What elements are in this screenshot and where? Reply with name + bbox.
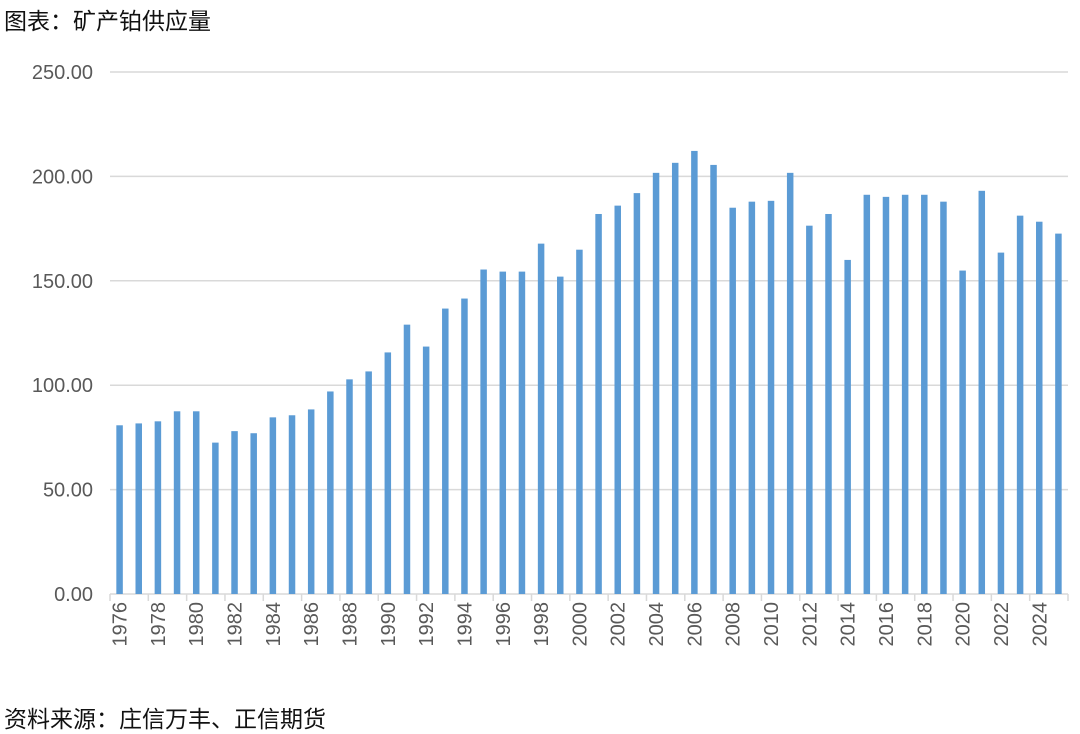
y-tick-label: 200.00 — [32, 166, 93, 188]
bar-2025 — [1055, 233, 1062, 594]
bar-2005 — [671, 162, 679, 594]
x-tick-label: 2002 — [608, 602, 630, 647]
y-tick-label: 0.00 — [54, 584, 93, 606]
bar-1982 — [231, 431, 238, 594]
bar-2016 — [882, 196, 890, 594]
bar-1995 — [480, 269, 487, 594]
bar-2006 — [691, 150, 698, 595]
bar-1985 — [288, 415, 296, 594]
x-tick-label: 1988 — [340, 602, 362, 647]
bar-1992 — [422, 346, 430, 594]
bar-1988 — [346, 379, 353, 594]
bar-2011 — [786, 172, 794, 594]
bar-2013 — [825, 213, 832, 594]
bar-1989 — [365, 371, 372, 594]
bar-2009 — [748, 201, 756, 594]
bar-chart: 0.00 50.00 100.00 150.00 200.00 250.00 1976 197… — [32, 62, 1069, 647]
bar-2015 — [863, 194, 871, 594]
bar-2021 — [978, 190, 986, 595]
bar-2010 — [767, 200, 775, 595]
bar-1996 — [499, 271, 507, 594]
x-tick-label: 2008 — [723, 602, 745, 647]
x-tick-label: 1984 — [263, 602, 285, 647]
bar-1976 — [116, 425, 123, 594]
x-tick-label: 1996 — [493, 602, 515, 647]
x-tick-label: 1982 — [225, 602, 247, 647]
bar-1994 — [461, 298, 468, 594]
data-source: 资料来源：庄信万丰、正信期货 — [4, 707, 326, 733]
x-tick-label: 1990 — [378, 602, 400, 647]
bar-1993 — [442, 308, 449, 594]
x-tick-label: 1978 — [148, 602, 170, 647]
bar-1983 — [250, 433, 257, 594]
bar-2000 — [576, 249, 583, 595]
x-tick-label: 2016 — [876, 602, 898, 647]
x-tick-label: 2010 — [761, 602, 783, 647]
bar-1980 — [192, 411, 200, 594]
bar-1990 — [384, 352, 392, 594]
bar-2017 — [901, 194, 909, 594]
y-tick-label: 100.00 — [32, 375, 93, 397]
x-tick-label: 2012 — [799, 602, 821, 647]
bar-2004 — [652, 172, 660, 594]
bar-1978 — [154, 421, 162, 594]
bar-2014 — [844, 259, 851, 594]
bar-1997 — [518, 271, 526, 594]
chart-title: 图表：矿产铂供应量 — [4, 9, 211, 35]
bar-1991 — [403, 324, 411, 594]
bar-2018 — [921, 194, 928, 594]
x-tick-label: 2006 — [684, 602, 706, 647]
x-tick-label: 1998 — [531, 602, 553, 647]
bar-2023 — [1016, 215, 1024, 594]
bar-2012 — [806, 225, 813, 594]
bar-1999 — [557, 276, 564, 594]
bar-2008 — [729, 207, 736, 594]
x-tick-label: 1992 — [416, 602, 438, 647]
bar-1977 — [135, 423, 142, 594]
y-tick-label: 150.00 — [32, 271, 93, 293]
bar-2003 — [633, 193, 641, 594]
bar-1998 — [537, 243, 545, 594]
bar-2022 — [997, 252, 1005, 594]
x-tick-label: 1976 — [110, 602, 132, 647]
bar-1984 — [269, 417, 277, 594]
x-tick-label: 1986 — [301, 602, 323, 647]
bar-2024 — [1036, 221, 1043, 594]
bar-2019 — [940, 201, 947, 594]
x-tick-label: 2024 — [1029, 602, 1051, 647]
bar-2002 — [614, 205, 621, 594]
x-tick-label: 2000 — [569, 602, 591, 647]
bar-2007 — [710, 164, 717, 594]
x-tick-label: 2004 — [646, 602, 668, 647]
x-tick-label: 1994 — [454, 602, 476, 647]
y-tick-label: 250.00 — [32, 62, 93, 84]
y-tick-label: 50.00 — [43, 480, 93, 502]
bar-1986 — [307, 409, 315, 594]
x-tick-label: 2022 — [991, 602, 1013, 647]
x-tick-label: 2020 — [953, 602, 975, 647]
x-tick-label: 2018 — [914, 602, 936, 647]
bar-1979 — [173, 411, 181, 594]
bar-2020 — [959, 270, 966, 594]
x-tick-label: 1980 — [186, 602, 208, 647]
bar-1987 — [327, 391, 334, 594]
x-tick-label: 2014 — [838, 602, 860, 647]
bar-2001 — [595, 213, 602, 594]
bar-1981 — [212, 442, 219, 594]
